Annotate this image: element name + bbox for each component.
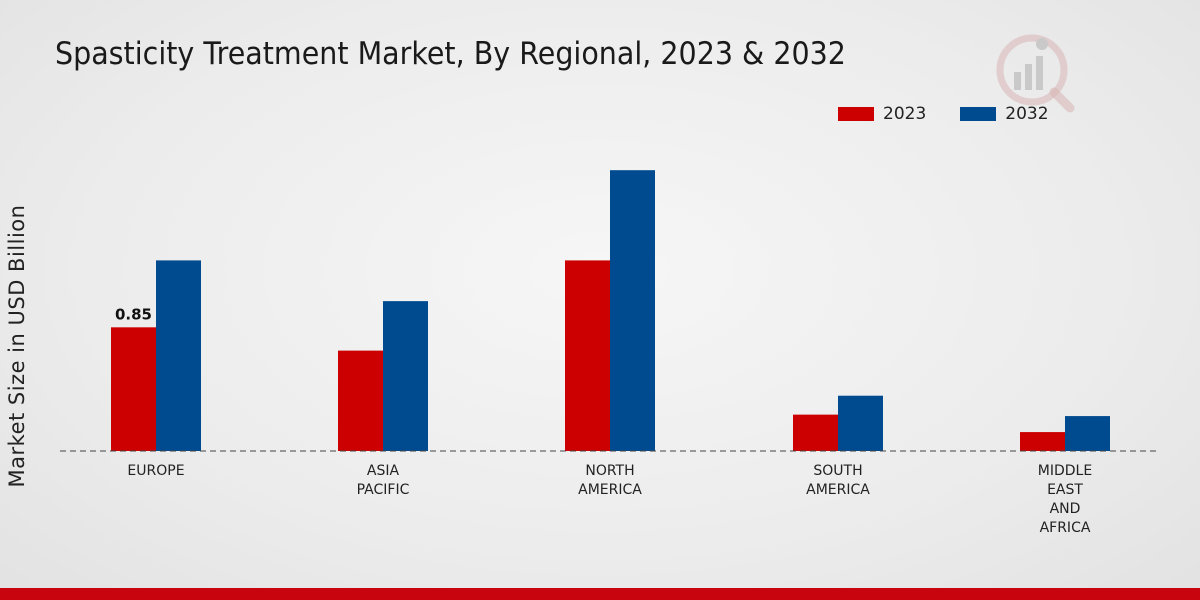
bar-2032-1 [383, 301, 428, 451]
bottom-accent-bar [0, 588, 1200, 600]
legend-swatch-2023 [838, 107, 874, 121]
x-tick-label-3-1: AMERICA [806, 482, 870, 498]
x-tick-label-2-0: NORTH [585, 463, 634, 479]
bar-2032-0 [156, 260, 201, 451]
x-tick-label-4-0: MIDDLE [1038, 463, 1092, 479]
x-tick-label-2-1: AMERICA [578, 482, 642, 498]
bar-2023-1 [338, 350, 383, 451]
bar-2023-0 [111, 327, 156, 451]
data-label-0: 0.85 [115, 305, 152, 323]
x-tick-label-4-2: AND [1050, 501, 1081, 517]
bar-2023-4 [1020, 432, 1065, 451]
x-tick-label-4-1: EAST [1047, 482, 1083, 498]
x-tick-label-1-1: PACIFIC [357, 482, 410, 498]
chart-title: Spasticity Treatment Market, By Regional… [55, 36, 846, 72]
legend-swatch-2032 [960, 107, 997, 121]
bar-2023-3 [793, 414, 838, 451]
bar-2032-3 [838, 395, 883, 451]
legend-label-2032: 2032 [1005, 104, 1049, 124]
legend-item-2023: 2023 [838, 104, 926, 124]
legend-label-2023: 2023 [883, 104, 927, 124]
bar-2023-2 [565, 260, 610, 451]
x-tick-label-1-0: ASIA [367, 463, 400, 479]
legend-item-2032: 2032 [960, 104, 1049, 124]
chart-legend: 2023 2032 [838, 104, 1083, 124]
x-tick-label-0-0: EUROPE [127, 463, 184, 479]
x-tick-label-3-0: SOUTH [813, 463, 862, 479]
market-research-logo-icon [996, 34, 1075, 113]
bar-2032-2 [610, 170, 655, 451]
bar-2032-4 [1065, 416, 1110, 451]
x-tick-label-4-3: AFRICA [1040, 520, 1091, 536]
